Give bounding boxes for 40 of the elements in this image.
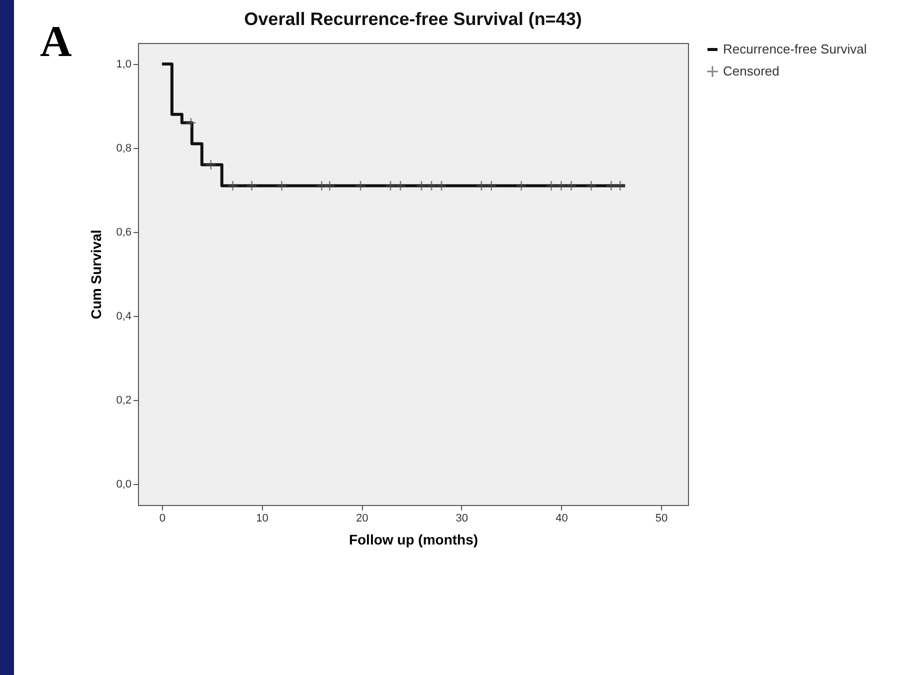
point <box>395 180 406 192</box>
point <box>516 180 527 192</box>
x-tick-label: 0 <box>159 512 166 524</box>
y-axis-title: Cum Survival <box>88 230 104 320</box>
legend-label: Censored <box>723 64 780 78</box>
point <box>205 159 216 170</box>
y-tick-label: 0,6 <box>116 226 132 238</box>
x-tick-label: 50 <box>655 512 668 524</box>
point <box>316 180 328 192</box>
point <box>476 180 487 192</box>
y-tick-label: 0,8 <box>116 142 132 154</box>
text: A <box>40 16 72 67</box>
y-tick-label: 1,0 <box>116 58 132 70</box>
point <box>385 180 396 192</box>
point <box>566 180 577 192</box>
point <box>486 180 497 192</box>
point <box>606 180 617 192</box>
point <box>186 117 196 128</box>
x-axis-title: Follow up (months) <box>348 532 478 548</box>
x-tick-label: 10 <box>256 512 268 524</box>
x-tick-label: 40 <box>556 512 568 524</box>
point <box>436 180 447 192</box>
point <box>556 180 567 192</box>
legend-label: Recurrence-free Survival <box>723 42 867 56</box>
point <box>416 180 427 192</box>
y-tick-label: 0,0 <box>116 478 132 490</box>
y-tick-label: 0,2 <box>116 394 132 406</box>
point <box>355 180 366 192</box>
point <box>227 180 238 192</box>
x-tick-label: 20 <box>356 512 368 524</box>
chart-title: Overall Recurrence-free Survival (n=43) <box>244 9 582 29</box>
point <box>426 180 437 192</box>
x-tick-label: 30 <box>456 512 468 524</box>
y-tick-label: 0,4 <box>116 310 132 322</box>
point <box>276 180 288 192</box>
point <box>614 180 626 192</box>
point <box>586 180 597 192</box>
point <box>546 180 557 192</box>
point <box>324 180 336 192</box>
point <box>246 180 258 192</box>
